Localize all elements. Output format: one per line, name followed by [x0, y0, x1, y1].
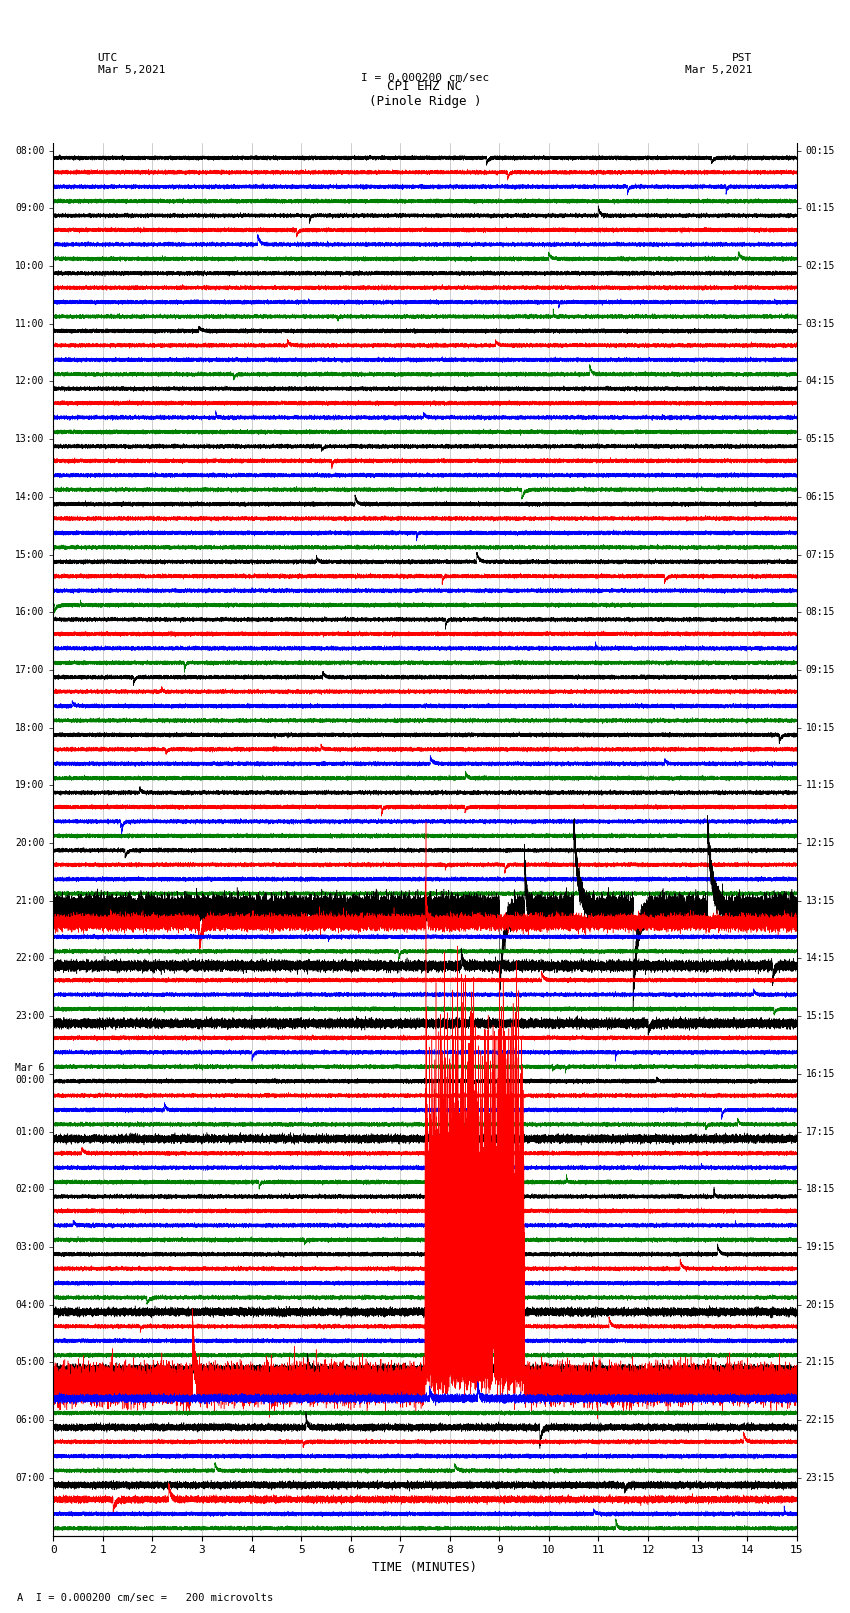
X-axis label: TIME (MINUTES): TIME (MINUTES)	[372, 1561, 478, 1574]
Text: UTC
Mar 5,2021: UTC Mar 5,2021	[98, 53, 165, 74]
Text: PST
Mar 5,2021: PST Mar 5,2021	[685, 53, 752, 74]
Text: I = 0.000200 cm/sec: I = 0.000200 cm/sec	[361, 73, 489, 82]
Title: CPI EHZ NC
(Pinole Ridge ): CPI EHZ NC (Pinole Ridge )	[369, 79, 481, 108]
Text: A  I = 0.000200 cm/sec =   200 microvolts: A I = 0.000200 cm/sec = 200 microvolts	[17, 1594, 273, 1603]
